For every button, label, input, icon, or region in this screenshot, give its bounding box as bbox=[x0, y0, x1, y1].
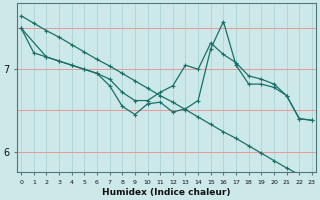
X-axis label: Humidex (Indice chaleur): Humidex (Indice chaleur) bbox=[102, 188, 231, 197]
